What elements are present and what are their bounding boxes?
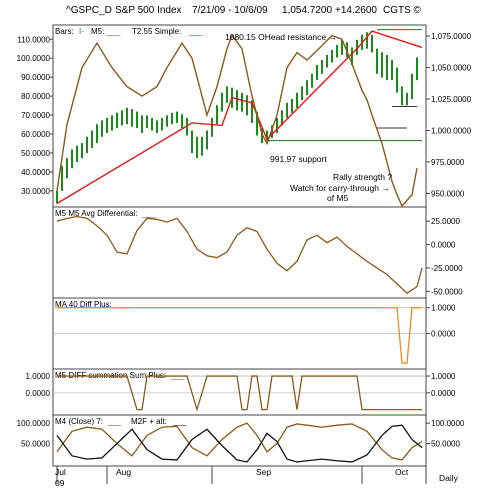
panel-right-tick-label: 0.0000 xyxy=(431,389,456,398)
panel-right-tick-label: 25.0000 xyxy=(431,217,460,226)
panel-left-tick-label: 50.0000 xyxy=(21,440,50,449)
panel-right-tick-label: 0.0000 xyxy=(431,241,456,250)
header-change: +14.2600 xyxy=(335,5,377,16)
panel-right-tick-label: 50.0000 xyxy=(431,440,460,449)
panel-left-tick-label: 100.0000 xyxy=(17,419,51,428)
m4-series-line-0 xyxy=(56,422,423,461)
price-left-tick-label: 50.0000 xyxy=(21,149,50,158)
panel-right-tick-label: -25.0000 xyxy=(431,264,463,273)
header-last: 1,054.7200 xyxy=(282,5,332,16)
panel-right-tick-label: 0.0000 xyxy=(431,330,456,339)
panel-right-tick-label: 1.0000 xyxy=(431,304,456,313)
annotations: 1080.15 OHead resistance → 991.97 suppor… xyxy=(225,32,392,203)
m5-avg-diff-label-mark: ___ xyxy=(141,209,156,218)
price-left-tick-label: 60.0000 xyxy=(21,130,50,139)
resistance-label: 1080.15 OHead resistance → xyxy=(225,32,337,42)
m5-avg-diff-label: M5 M5 Avg Differential: xyxy=(55,209,137,218)
m4-label-mark: ___ xyxy=(107,417,122,426)
m5-avg-diff-panel-frame xyxy=(52,206,427,299)
chart-header: ^GSPC_D S&P 500 Index 7/21/09 - 10/6/09 … xyxy=(66,5,422,16)
panel-left-tick-label: 1.0000 xyxy=(26,372,51,381)
header-symbol: ^GSPC_D xyxy=(66,5,112,16)
support-label: 991.97 support xyxy=(270,154,327,164)
price-right-tick-label: 975.0000 xyxy=(431,158,465,167)
x-label-09: 09 xyxy=(55,478,65,488)
price-left-tick-label: 70.0000 xyxy=(21,111,50,120)
panel-right-tick-label: 1.0000 xyxy=(431,372,456,381)
annotation-line-3: of M5 xyxy=(327,193,349,203)
panel-line-2 xyxy=(57,307,422,364)
price-left-tick-label: 90.0000 xyxy=(21,73,50,82)
m2f-label: M2F + alt: xyxy=(131,417,167,426)
m4-label: M4 (Close) 7: xyxy=(55,417,103,426)
bars-label-mark: I- xyxy=(79,27,84,36)
annotation-line-1: Rally strength ? xyxy=(333,172,392,182)
panel-right-tick-label: 100.0000 xyxy=(431,419,465,428)
price-right-tick-label: 1,000.0000 xyxy=(431,126,472,135)
x-label-oct: Oct xyxy=(395,467,409,477)
x-axis: Jul 09 Aug Sep Oct Daily xyxy=(55,467,459,488)
price-left-tick-label: 110.0000 xyxy=(17,35,50,44)
price-left-tick-label: 100.0000 xyxy=(17,54,51,63)
header-date-range: 7/21/09 - 10/6/09 xyxy=(192,5,268,16)
chart-marks: 1,075.0000 1,050.0000 1,025.0000 1,000.0000… xyxy=(17,29,472,484)
m2f-label-mark: ___ xyxy=(172,417,187,426)
price-right-tick-label: 1,025.0000 xyxy=(431,95,472,104)
header-name: S&P 500 Index xyxy=(115,5,182,16)
t255-label: T2.55 Simple: xyxy=(132,27,181,36)
m5-oscillator-line xyxy=(56,34,418,208)
ma40-label: MA 40 Diff Plus: xyxy=(55,300,112,309)
m4-series-line-1 xyxy=(56,424,423,463)
price-right-tick-label: 950.0000 xyxy=(431,189,465,198)
x-label-aug: Aug xyxy=(116,467,131,477)
moving-average-line xyxy=(56,30,423,205)
x-label-sep: Sep xyxy=(256,467,271,477)
panel-line-1 xyxy=(56,215,423,295)
x-label-daily: Daily xyxy=(439,473,459,483)
panel-frames xyxy=(52,24,427,484)
x-label-jul: Jul xyxy=(55,467,66,477)
m4-panel-frame xyxy=(52,414,427,467)
header-vendor: CGTS © xyxy=(383,5,422,16)
price-right-tick-label: 1,050.0000 xyxy=(431,64,472,73)
bars-label: Bars: xyxy=(55,27,74,36)
panel-right-tick-label: -50.0000 xyxy=(431,287,463,296)
m5-label: M5: xyxy=(91,27,104,36)
ma40-label-mark: ___ xyxy=(115,300,130,309)
price-left-tick-label: 40.0000 xyxy=(21,168,50,177)
price-left-tick-label: 30.0000 xyxy=(21,187,50,196)
t255-label-mark: ___ xyxy=(188,27,203,36)
panel-line-3 xyxy=(57,375,422,412)
price-right-tick-label: 1,075.0000 xyxy=(431,32,472,41)
price-left-tick-label: 80.0000 xyxy=(21,92,50,101)
m5-label-mark: ___ xyxy=(106,27,121,36)
annotation-line-2: Watch for carry-through → xyxy=(290,183,390,193)
panel-left-tick-label: 0.0000 xyxy=(26,389,51,398)
